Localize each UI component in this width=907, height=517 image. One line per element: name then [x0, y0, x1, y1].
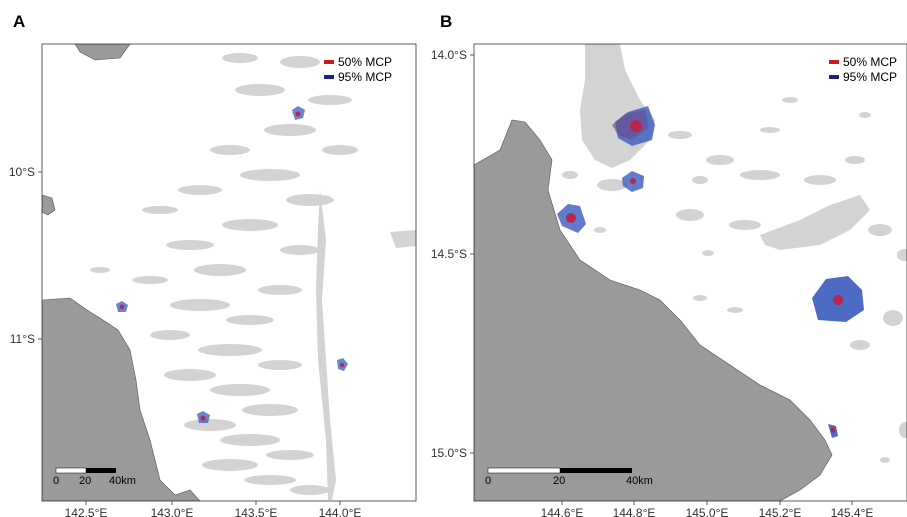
- panel-b-frame: [473, 43, 907, 502]
- panel-a-legend-label-95: 95% MCP: [338, 70, 392, 84]
- panel-b-y-tick-150s: 15.0°S: [431, 446, 467, 460]
- panel-b-legend-key-50: [829, 60, 839, 64]
- panel-b-mcp-2: [622, 171, 644, 192]
- panel-a-map: 50% MCP 95% MCP 0 20 40km: [42, 44, 416, 501]
- panel-a-legend-label-50: 50% MCP: [338, 55, 392, 69]
- panel-b-y-tick-140s: 14.0°S: [431, 48, 467, 62]
- panel-a-legend-key-95: [324, 75, 334, 79]
- panel-a-mcp-4: [197, 411, 210, 423]
- panel-b-legend-label-95: 95% MCP: [843, 70, 897, 84]
- panel-a-letter: A: [13, 12, 26, 31]
- panel-a-y-tick-10s: 10°S: [9, 165, 35, 179]
- panel-a-frame: [41, 43, 417, 502]
- panel-b-scale-bar: 0 20 40km: [485, 467, 653, 487]
- panel-a-legend: 50% MCP 95% MCP: [324, 55, 392, 84]
- panel-b-y-axis: 14.0°S 14.5°S 15.0°S: [431, 48, 474, 460]
- panel-b-scale-label-20: 20: [553, 475, 565, 487]
- panel-b-reefs: [562, 44, 907, 463]
- panel-a-x-tick-1435: 143.5°E: [235, 506, 278, 517]
- panel-a-legend-key-50: [324, 60, 334, 64]
- panel-a-mcp-2: [116, 301, 128, 312]
- panel-b-x-tick-1452: 145.2°E: [759, 506, 802, 517]
- panel-a-scale-label-20: 20: [79, 475, 91, 487]
- panel-b-legend-label-50: 50% MCP: [843, 55, 897, 69]
- panel-a-x-tick-1425: 142.5°E: [65, 506, 108, 517]
- panel-b-land-mainland: [474, 119, 833, 501]
- panel-b-map: 50% MCP 95% MCP 0 20 40km: [474, 44, 907, 501]
- panel-b-mcp-3: [557, 204, 586, 233]
- panel-b-x-tick-1450: 145.0°E: [686, 506, 729, 517]
- panel-b-x-tick-1446: 144.6°E: [541, 506, 584, 517]
- panel-a-reefs: [90, 53, 416, 500]
- panel-a-scale-label-40: 40km: [109, 475, 136, 487]
- panel-a-y-tick-11s: 11°S: [10, 332, 35, 346]
- panel-a-x-tick-1440: 144.0°E: [319, 506, 362, 517]
- panel-b-y-tick-145s: 14.5°S: [431, 247, 467, 261]
- panel-a-x-axis: 142.5°E 143.0°E 143.5°E 144.0°E: [65, 501, 362, 517]
- panel-b-legend-key-95: [829, 75, 839, 79]
- panel-a-scale-label-0: 0: [53, 475, 59, 487]
- panel-b-mcp-1: [612, 106, 655, 146]
- panel-b-mcp-5: [828, 424, 838, 438]
- panel-a-land-top: [74, 44, 131, 61]
- panel-b-x-tick-1448: 144.8°E: [613, 506, 656, 517]
- panel-a-y-axis: 10°S 11°S: [9, 165, 42, 346]
- panel-b-legend: 50% MCP 95% MCP: [829, 55, 897, 84]
- panel-b-scale-label-40: 40km: [626, 475, 653, 487]
- panel-b-mcp-4: [812, 276, 864, 322]
- panel-a-land-mainland: [42, 297, 201, 501]
- panel-b-scale-label-0: 0: [485, 475, 491, 487]
- panel-a-x-tick-1430: 143.0°E: [151, 506, 194, 517]
- panel-b-x-axis: 144.6°E 144.8°E 145.0°E 145.2°E 145.4°E: [541, 501, 874, 517]
- panel-b-letter: B: [440, 12, 453, 31]
- panel-b-x-tick-1454: 145.4°E: [831, 506, 874, 517]
- panel-a-scale-bar: 0 20 40km: [53, 467, 136, 487]
- panel-a-land-small: [42, 194, 56, 216]
- panel-a-mcp-1: [292, 106, 305, 120]
- panel-a-mcp-3: [337, 358, 348, 371]
